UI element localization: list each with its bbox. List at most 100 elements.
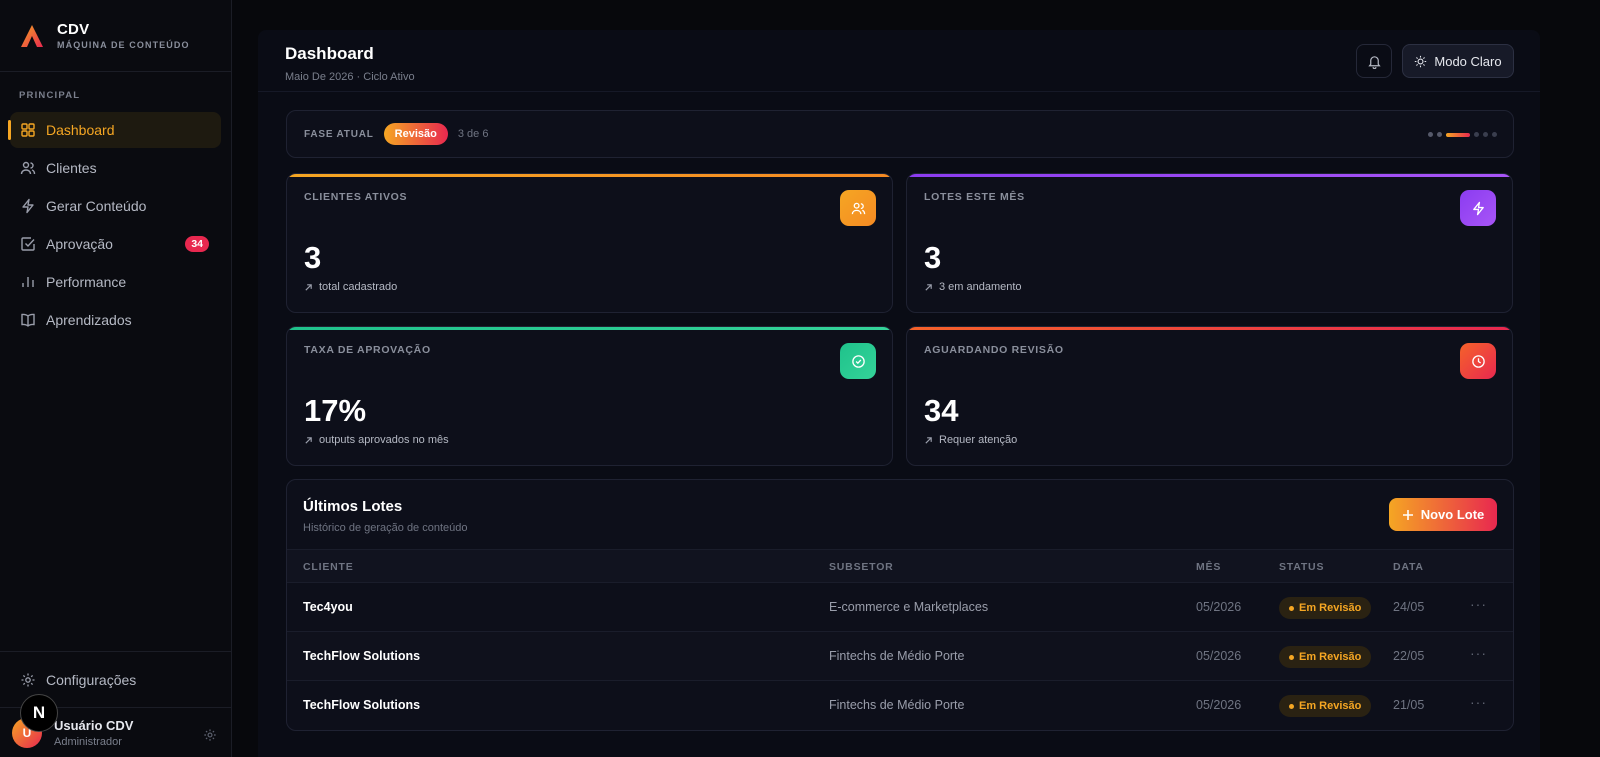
cell-data: 21/05 — [1393, 698, 1425, 712]
bolt-icon — [22, 198, 34, 214]
sidebar-item-label: Aprovação — [46, 236, 113, 252]
check-square-icon — [21, 237, 35, 251]
stat-footnote: 3 em andamento — [924, 281, 1022, 293]
page-title: Dashboard — [285, 44, 374, 63]
column-header-status[interactable]: STATUS — [1279, 561, 1325, 573]
latest-batches-card: Últimos Lotes Histórico de geração de co… — [286, 479, 1514, 731]
sidebar-item-clientes[interactable]: Clientes — [10, 150, 221, 186]
stat-footnote: Requer atenção — [924, 434, 1017, 446]
brand-tagline: MÁQUINA DE CONTEÚDO — [57, 40, 190, 50]
phase-current-badge: Revisão — [383, 123, 448, 145]
stat-footnote-text: total cadastrado — [319, 281, 398, 293]
cell-data: 24/05 — [1393, 600, 1425, 614]
user-name: Usuário CDV — [54, 717, 134, 733]
sidebar-item-gerar-conteudo[interactable]: Gerar Conteúdo — [10, 188, 221, 224]
stat-card-taxa-aprovacao: TAXA DE APROVAÇÃO 17% outputs aprovados … — [286, 326, 893, 466]
approval-count-badge: 34 — [185, 236, 209, 252]
stat-footnote-text: Requer atenção — [939, 434, 1018, 446]
stat-card-clientes-ativos: CLIENTES ATIVOS 3 total cadastrado — [286, 173, 893, 313]
phase-step — [1483, 132, 1488, 137]
column-header-subsetor[interactable]: SUBSETOR — [829, 561, 894, 573]
brand[interactable]: CDV MÁQUINA DE CONTEÚDO — [0, 0, 231, 72]
grid-icon — [21, 123, 35, 137]
main-nav: Dashboard Clientes Gerar Conteúdo Aprova… — [0, 112, 231, 338]
stat-card-lotes-mes: LOTES ESTE MÊS 3 3 em andamento — [906, 173, 1513, 313]
section-subtitle: Histórico de geração de conteúdo — [303, 522, 468, 534]
sidebar-item-label: Gerar Conteúdo — [46, 198, 147, 214]
row-menu-icon[interactable]: ··· — [1470, 694, 1487, 710]
stat-label: AGUARDANDO REVISÃO — [924, 344, 1064, 356]
section-title: Últimos Lotes — [303, 498, 403, 515]
cell-mes: 05/2026 — [1196, 698, 1242, 712]
bell-icon — [1367, 55, 1381, 69]
nav-section-label: PRINCIPAL — [19, 90, 81, 101]
user-settings-icon[interactable] — [203, 728, 217, 742]
status-badge: Em Revisão — [1279, 646, 1372, 668]
gear-icon — [21, 673, 35, 686]
stat-footnote-text: 3 em andamento — [939, 281, 1022, 293]
main-content: Dashboard Maio De 2026 · Ciclo Ativo Mod… — [232, 0, 1600, 757]
plus-icon — [1402, 509, 1413, 520]
sidebar-item-label: Dashboard — [46, 122, 115, 138]
sidebar-item-aprendizados[interactable]: Aprendizados — [10, 302, 221, 338]
logo-icon — [21, 24, 43, 47]
new-batch-button[interactable]: Novo Lote — [1389, 498, 1497, 531]
bar-chart-icon — [22, 277, 34, 287]
cell-subsetor: Fintechs de Médio Porte — [829, 698, 965, 712]
theme-toggle-button[interactable]: Modo Claro — [1402, 44, 1514, 78]
new-batch-label: Novo Lote — [1420, 507, 1485, 522]
book-icon — [21, 313, 35, 327]
phase-step-current — [1446, 132, 1470, 137]
status-badge: Em Revisão — [1279, 695, 1372, 717]
brand-name: CDV — [57, 21, 90, 38]
sun-icon — [1415, 55, 1427, 67]
phase-stepper — [1428, 132, 1497, 137]
sidebar-item-aprovacao[interactable]: Aprovação 34 — [10, 226, 221, 262]
notifications-button[interactable] — [1356, 44, 1392, 78]
stat-value: 3 — [304, 240, 322, 275]
column-header-cliente[interactable]: CLIENTE — [303, 561, 354, 573]
table-row[interactable]: TechFlow Solutions Fintechs de Médio Por… — [287, 681, 1513, 730]
phase-progress-text: 3 de 6 — [457, 128, 489, 140]
sidebar-item-label: Performance — [46, 274, 127, 290]
bolt-icon — [1460, 190, 1496, 226]
sidebar-item-performance[interactable]: Performance — [10, 264, 221, 300]
phase-step — [1492, 132, 1497, 137]
users-icon — [20, 161, 36, 175]
sidebar-item-label: Clientes — [46, 160, 97, 176]
row-menu-icon[interactable]: ··· — [1470, 596, 1487, 612]
sidebar-item-dashboard[interactable]: Dashboard — [8, 112, 221, 148]
phase-bar: FASE ATUAL Revisão 3 de 6 — [286, 110, 1514, 158]
user-role: Administrador — [54, 735, 122, 748]
phase-step — [1474, 132, 1479, 137]
cell-subsetor: Fintechs de Médio Porte — [829, 649, 965, 663]
sidebar-item-configuracoes[interactable]: Configurações — [0, 651, 231, 707]
cell-cliente: TechFlow Solutions — [303, 649, 421, 663]
stat-value: 17% — [304, 393, 367, 428]
status-badge: Em Revisão — [1279, 597, 1372, 619]
stat-card-aguardando-revisao: AGUARDANDO REVISÃO 34 Requer atenção — [906, 326, 1513, 466]
stat-label: TAXA DE APROVAÇÃO — [304, 344, 431, 356]
cell-cliente: TechFlow Solutions — [303, 698, 421, 712]
cell-mes: 05/2026 — [1196, 649, 1242, 663]
phase-step — [1428, 132, 1433, 137]
dev-tools-badge[interactable]: N — [20, 694, 58, 732]
stat-label: CLIENTES ATIVOS — [304, 191, 408, 203]
dashboard-panel: Dashboard Maio De 2026 · Ciclo Ativo Mod… — [258, 30, 1540, 757]
stat-value: 3 — [924, 240, 942, 275]
theme-toggle-label: Modo Claro — [1434, 53, 1502, 69]
page-subtitle: Maio De 2026 · Ciclo Ativo — [285, 71, 415, 83]
phase-label: FASE ATUAL — [304, 128, 374, 140]
table-row[interactable]: TechFlow Solutions Fintechs de Médio Por… — [287, 632, 1513, 681]
settings-label: Configurações — [46, 671, 137, 688]
phase-step — [1437, 132, 1442, 137]
table-row[interactable]: Tec4you E-commerce e Marketplaces 05/202… — [287, 583, 1513, 632]
table-header: CLIENTE SUBSETOR MÊS STATUS DATA — [287, 549, 1513, 583]
cell-subsetor: E-commerce e Marketplaces — [829, 600, 989, 614]
row-menu-icon[interactable]: ··· — [1470, 645, 1487, 661]
stat-footnote: outputs aprovados no mês — [304, 434, 449, 446]
check-circle-icon — [840, 343, 876, 379]
column-header-data[interactable]: DATA — [1393, 561, 1424, 573]
column-header-mes[interactable]: MÊS — [1196, 561, 1222, 573]
users-icon — [840, 190, 876, 226]
